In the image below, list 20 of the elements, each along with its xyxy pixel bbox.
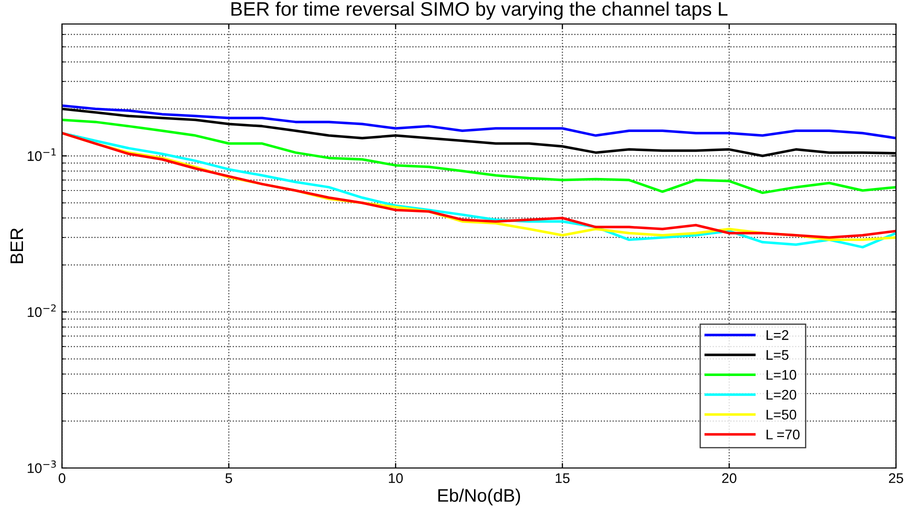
x-tick-label: 0 xyxy=(58,473,66,484)
y-tick-label: 10$^{−2}$ xyxy=(28,304,56,318)
legend-label: L =70 xyxy=(766,430,800,440)
legend-label: L=50 xyxy=(766,410,796,420)
legend-label: L=10 xyxy=(766,370,796,380)
line-series xyxy=(62,118,896,194)
y-tick-label: 10$^{−3}$ xyxy=(28,460,56,474)
x-axis-title: Eb/No(dB) xyxy=(438,488,520,506)
y-tick-label: 10$^{−1}$ xyxy=(28,148,56,161)
y-axis-title: BER xyxy=(10,228,23,264)
legend-label: L=5 xyxy=(766,350,788,360)
x-tick-label: 15 xyxy=(556,473,570,484)
x-tick-label: 10 xyxy=(388,473,403,484)
legend-label: L=2 xyxy=(766,330,788,340)
line-series xyxy=(62,104,896,140)
legend-label: L=20 xyxy=(766,390,796,400)
chart-title: BER for time reversal SIMO by varying the channel taps L xyxy=(232,2,728,20)
x-tick-label: 20 xyxy=(722,473,736,484)
x-tick-label: 5 xyxy=(225,473,232,484)
x-tick-label: 25 xyxy=(888,473,904,484)
